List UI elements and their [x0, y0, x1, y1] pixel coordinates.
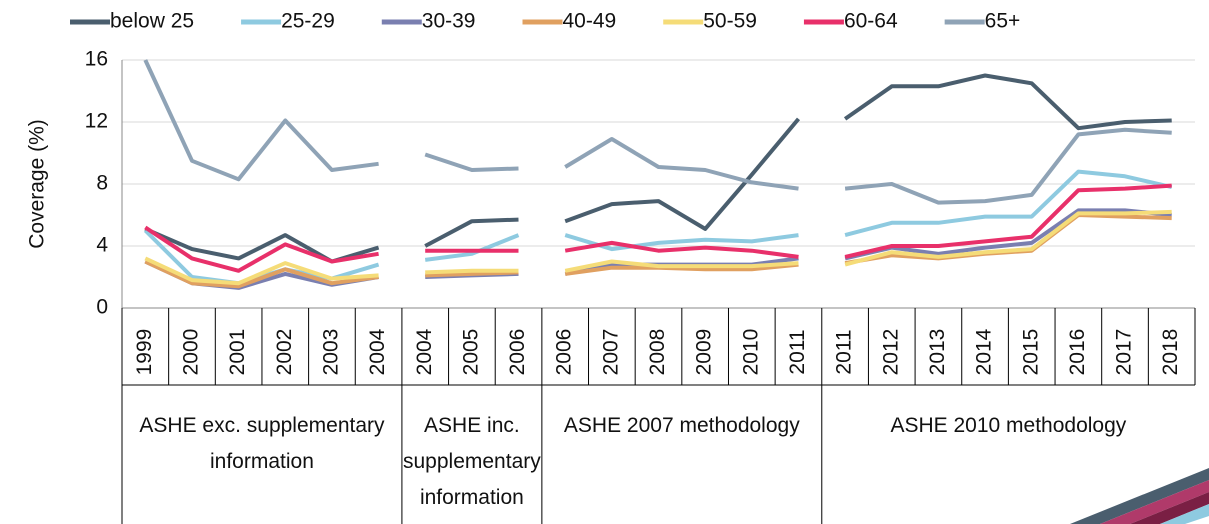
group-label: ASHE 2010 methodology [890, 414, 1127, 437]
series-line [425, 268, 519, 275]
y-axis-label: Coverage (%) [26, 119, 49, 249]
x-tick-label: 2018 [1159, 329, 1182, 376]
series-line [564, 240, 799, 259]
series-line [843, 73, 1172, 131]
x-tick-label: 2003 [319, 329, 342, 376]
series-line [424, 233, 520, 262]
x-tick-label: 2014 [973, 328, 996, 375]
series-line [564, 233, 799, 252]
x-tick-label: 2008 [646, 329, 669, 376]
series-line [564, 117, 801, 231]
series-line [844, 209, 1172, 267]
series-line [424, 152, 519, 172]
group-label: ASHE inc. supplementary information [403, 414, 541, 509]
group-label: ASHE 2007 methodology [563, 414, 800, 437]
legend-label: 40-49 [563, 10, 617, 33]
y-tick-label: 0 [96, 296, 108, 319]
series-line [424, 217, 519, 248]
x-tick-label: 2006 [553, 329, 576, 376]
legend-label: 30-39 [422, 10, 476, 33]
decoration [1070, 468, 1209, 524]
x-tick-label: 2004 [413, 328, 436, 375]
x-tick-label: 2012 [879, 329, 902, 376]
series-line [564, 262, 799, 276]
x-tick-label: 2004 [366, 328, 389, 375]
x-tick-label: 2009 [693, 329, 716, 376]
series-line [564, 137, 799, 191]
y-tick-label: 12 [85, 110, 108, 133]
legend-label: below 25 [110, 10, 194, 33]
y-tick-label: 16 [85, 48, 108, 71]
legend-label: 25-29 [281, 10, 335, 33]
x-tick-label: 2000 [180, 329, 203, 376]
x-tick-label: 2017 [1113, 329, 1136, 376]
legend-label: 65+ [985, 10, 1021, 33]
series-line [144, 259, 379, 289]
series-line [144, 256, 379, 286]
x-tick-label: 1999 [133, 329, 156, 376]
x-tick-label: 2013 [926, 329, 949, 376]
x-tick-label: 2015 [1019, 329, 1042, 376]
x-tick-label: 2011 [786, 329, 809, 374]
y-tick-label: 4 [96, 234, 108, 257]
series-line [564, 259, 799, 273]
legend-label: 60-64 [844, 10, 898, 33]
group-label: ASHE exc. supplementary information [139, 414, 385, 473]
x-tick-label: 2016 [1066, 329, 1089, 376]
series-line [844, 183, 1172, 259]
x-tick-label: 2006 [506, 329, 529, 376]
x-tick-label: 2005 [459, 329, 482, 376]
series-line [425, 270, 519, 278]
series-line [844, 169, 1173, 238]
x-tick-label: 2011 [833, 329, 856, 374]
series-line [144, 225, 379, 273]
series-line [143, 59, 379, 182]
series-line [844, 208, 1172, 261]
y-tick-label: 8 [96, 172, 108, 195]
x-tick-label: 2002 [273, 329, 296, 376]
legend-label: 50-59 [703, 10, 757, 33]
x-tick-label: 2010 [739, 329, 762, 376]
x-tick-label: 2001 [226, 329, 249, 376]
series-line [844, 127, 1172, 205]
x-tick-label: 2007 [599, 329, 622, 376]
